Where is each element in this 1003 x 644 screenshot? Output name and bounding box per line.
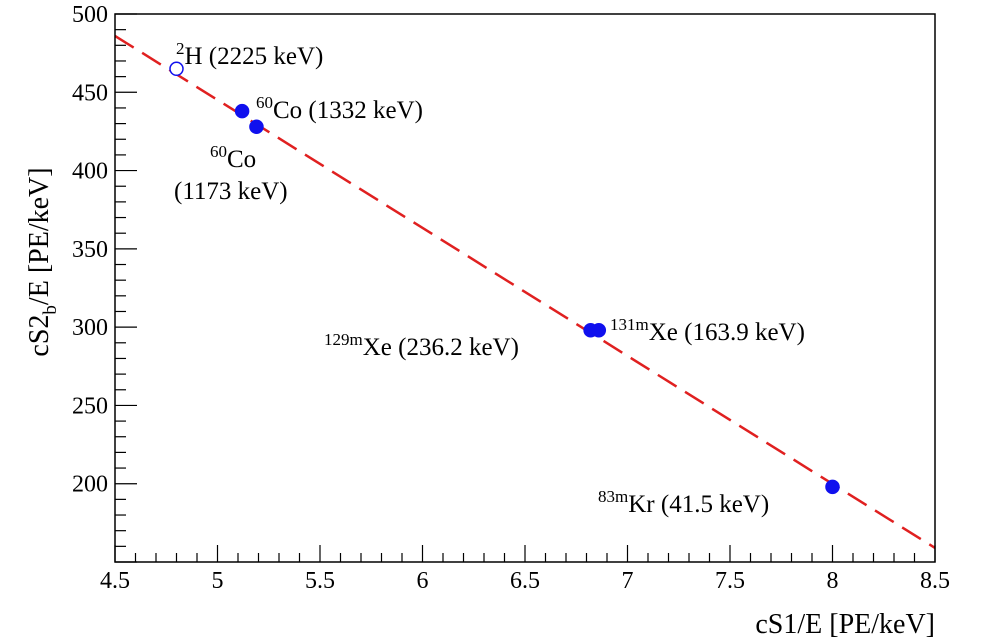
point-label-text: Xe (236.2 keV) bbox=[363, 334, 519, 361]
point-label: 60Co bbox=[210, 142, 256, 173]
data-point bbox=[234, 103, 250, 119]
x-tick-label: 8 bbox=[827, 568, 839, 594]
x-tick-label: 7.5 bbox=[715, 568, 745, 594]
point-label-superscript: 129m bbox=[324, 330, 363, 349]
y-tick-label: 300 bbox=[72, 315, 108, 341]
x-tick-label: 4.5 bbox=[100, 568, 130, 594]
y-tick-label: 350 bbox=[72, 237, 108, 263]
point-label: 83mKr (41.5 keV) bbox=[598, 487, 769, 518]
y-axis-title: cS2b/E [PE/keV] bbox=[24, 167, 61, 356]
point-label-text: Co (1332 keV) bbox=[273, 97, 423, 124]
x-tick-label: 7 bbox=[622, 568, 634, 594]
fit-line bbox=[114, 34, 936, 549]
data-point bbox=[249, 119, 264, 134]
point-label-text: Co bbox=[227, 146, 256, 173]
point-label-text: Kr (41.5 keV) bbox=[628, 491, 769, 518]
x-tick-label: 5.5 bbox=[305, 568, 335, 594]
data-point bbox=[825, 479, 840, 495]
x-tick-label: 8.5 bbox=[920, 568, 950, 594]
point-label-superscript: 2 bbox=[176, 39, 185, 58]
y-tick-label: 200 bbox=[72, 472, 108, 498]
y-tick-label: 450 bbox=[72, 80, 108, 106]
y-axis-title-rest: /E [PE/keV] bbox=[24, 167, 55, 305]
point-label-line2: (1173 keV) bbox=[174, 178, 288, 205]
point-label-superscript: 83m bbox=[598, 487, 628, 506]
y-tick-label: 250 bbox=[72, 393, 108, 419]
point-label-superscript: 131m bbox=[610, 315, 649, 334]
plot-frame bbox=[114, 13, 936, 563]
point-label-text: Xe (163.9 keV) bbox=[649, 319, 805, 346]
point-label-superscript: 60 bbox=[256, 93, 273, 112]
point-label: 2H (2225 keV) bbox=[176, 39, 323, 70]
y-tick-label: 500 bbox=[72, 2, 108, 28]
y-tick-label: 400 bbox=[72, 159, 108, 185]
x-axis-title: cS1/E [PE/keV] bbox=[755, 609, 935, 640]
point-label-superscript: 60 bbox=[210, 142, 227, 161]
point-label: 60Co (1332 keV) bbox=[256, 93, 423, 124]
data-point bbox=[591, 323, 607, 338]
y-axis-title-main: cS2 bbox=[24, 315, 55, 357]
data-point bbox=[169, 61, 184, 77]
point-label: 129mXe (236.2 keV) bbox=[324, 330, 519, 361]
x-tick-label: 5 bbox=[212, 568, 224, 594]
point-label: 131mXe (163.9 keV) bbox=[610, 315, 805, 346]
x-tick-label: 6 bbox=[417, 568, 429, 594]
point-label-text: H (2225 keV) bbox=[185, 43, 324, 70]
x-tick-label: 6.5 bbox=[510, 568, 540, 594]
y-axis-title-sub: b bbox=[40, 305, 61, 315]
